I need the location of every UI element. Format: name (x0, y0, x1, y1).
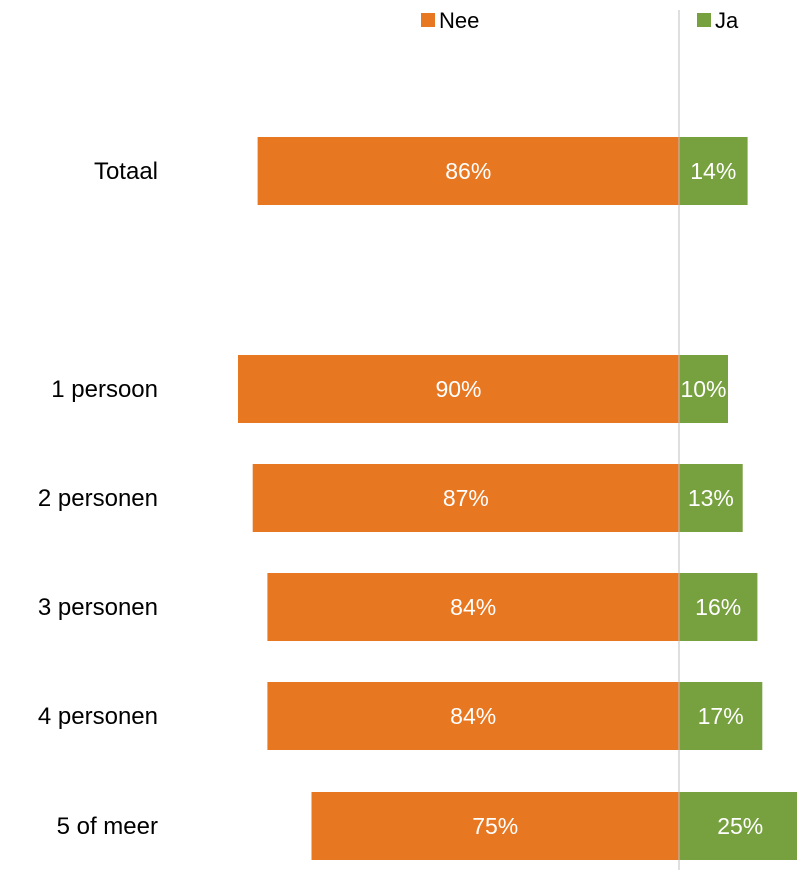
data-label-ja: 25% (717, 813, 763, 839)
bar-ja (679, 792, 797, 860)
bar-nee (267, 682, 679, 750)
legend-label-ja: Ja (715, 8, 739, 33)
legend-swatch-nee (421, 13, 435, 27)
data-label-nee: 84% (450, 594, 496, 620)
bar-nee (267, 573, 679, 641)
data-label-nee: 75% (472, 813, 518, 839)
legend: Nee Ja (421, 8, 739, 33)
legend-swatch-ja (697, 13, 711, 27)
category-label: Totaal (94, 158, 158, 185)
bar-ja (679, 464, 743, 532)
category-label: 5 of meer (57, 813, 158, 840)
bar-ja (679, 682, 763, 750)
bar-nee (257, 137, 679, 205)
data-label-ja: 17% (698, 703, 744, 729)
category-label: 4 personen (38, 703, 158, 730)
category-label: 3 personen (38, 594, 158, 621)
data-label-ja: 13% (688, 485, 734, 511)
data-label-ja: 16% (695, 594, 741, 620)
data-label-ja: 10% (680, 376, 726, 402)
bars: Totaal 86% 14% 1 persoon 90% 10% 2 personen 87%… (38, 137, 797, 860)
bar-ja (679, 137, 748, 205)
bar-nee (238, 355, 679, 423)
data-label-nee: 90% (435, 376, 481, 402)
data-label-nee: 84% (450, 703, 496, 729)
category-label: 1 persoon (51, 376, 158, 403)
data-label-ja: 14% (690, 158, 736, 184)
category-label: 2 personen (38, 485, 158, 512)
bar-nee (252, 464, 679, 532)
bar-ja (679, 355, 728, 423)
bar-nee (311, 792, 679, 860)
data-label-nee: 86% (445, 158, 491, 184)
data-label-nee: 87% (443, 485, 489, 511)
legend-label-nee: Nee (439, 8, 479, 33)
bar-ja (679, 573, 758, 641)
